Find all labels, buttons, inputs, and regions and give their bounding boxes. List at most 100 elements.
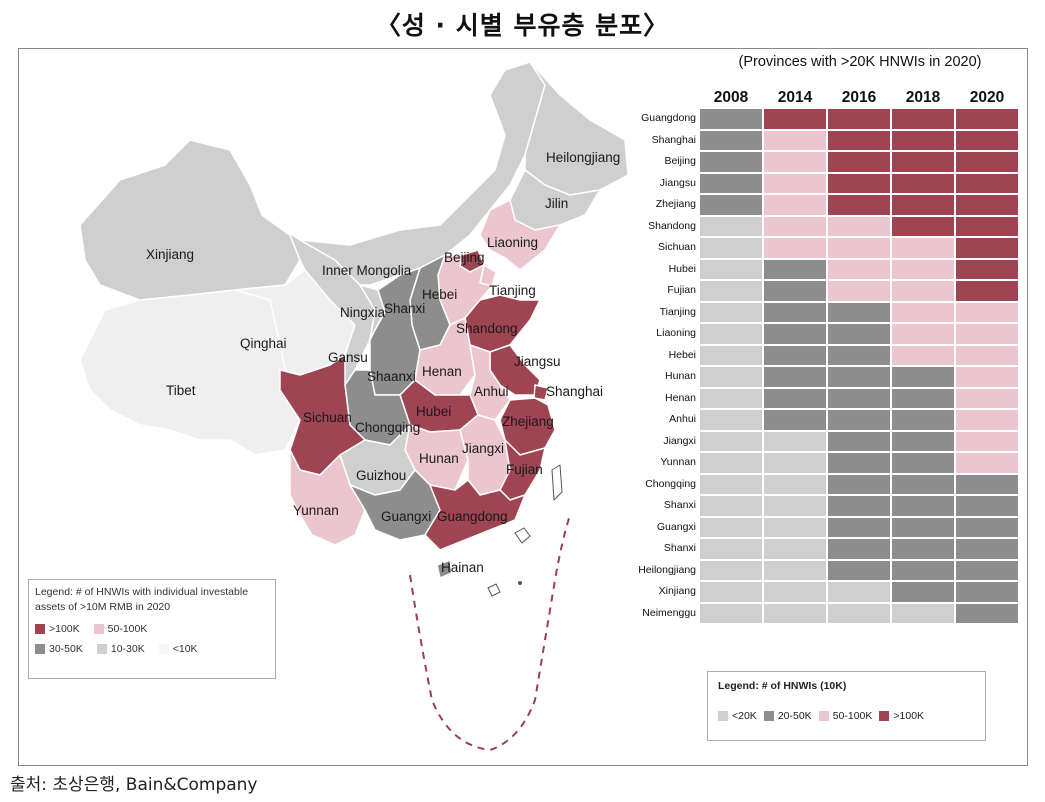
map-label-yunnan: Yunnan — [293, 503, 339, 518]
source-note: 출처: 초상은행, Bain&Company — [10, 775, 258, 795]
heatmap-row-label: Tianjing — [659, 305, 696, 318]
heatmap-cell — [700, 367, 762, 387]
heatmap-cell — [892, 238, 954, 258]
heatmap-row-label: Hubei — [668, 262, 696, 275]
heatmap-cell — [828, 603, 890, 623]
province-liaoning — [479, 199, 561, 271]
heatmap-cell — [700, 453, 762, 473]
heatmap-cell — [828, 582, 890, 602]
map-label-shandong: Shandong — [456, 321, 518, 336]
page-title: 〈성 · 시별 부유층 분포〉 — [375, 11, 670, 40]
heatmap-cell — [764, 259, 826, 279]
map-label-henan: Henan — [422, 364, 462, 379]
heatmap-cell — [956, 302, 1018, 322]
heatmap-cell — [700, 410, 762, 430]
heatmap-cell — [764, 195, 826, 215]
heatmap-cell — [764, 109, 826, 129]
heatmap-cell — [956, 238, 1018, 258]
heatmap-cell — [956, 431, 1018, 451]
heatmap-legend: Legend: # of HNWIs (10K) <20K 20-50K 50-… — [707, 671, 986, 741]
heatmap-cell — [764, 453, 826, 473]
heatmap-cell — [828, 259, 890, 279]
map-label-gansu: Gansu — [328, 350, 368, 365]
heatmap-row-label: Fujian — [667, 284, 696, 296]
heatmap-cell — [764, 152, 826, 172]
heatmap-cell — [700, 560, 762, 580]
heatmap-cell — [828, 474, 890, 494]
heatmap-cell — [956, 582, 1018, 602]
heatmap-cell — [700, 109, 762, 129]
heatmap-row-label: Heilongjiang — [638, 563, 696, 576]
heatmap-cell — [700, 216, 762, 236]
heatmap-cell — [828, 109, 890, 129]
maritime-boundary — [409, 514, 571, 752]
heatmap-row-label: Shanxi — [663, 499, 696, 511]
heatmap-cell — [764, 474, 826, 494]
heatmap-cell — [700, 130, 762, 150]
map-legend-item: 50-100K — [93, 623, 147, 635]
heatmap-cell — [764, 130, 826, 150]
heatmap-cell — [828, 345, 890, 365]
heatmap-cell — [700, 152, 762, 172]
heatmap-cell — [892, 453, 954, 473]
heatmap-cell — [892, 410, 954, 430]
heatmap-cell — [892, 152, 954, 172]
map-label-shaanxi: Shaanxi — [367, 369, 416, 384]
heatmap-row-label: Sichuan — [658, 241, 696, 253]
heatmap-cell — [700, 345, 762, 365]
heatmap-cell — [764, 431, 826, 451]
heatmap-subtitle: (Provinces with >20K HNWIs in 2020) — [738, 54, 982, 70]
map-label-qinghai: Qinghai — [240, 336, 287, 351]
map-label-anhui: Anhui — [474, 384, 509, 399]
heatmap-cell — [828, 152, 890, 172]
heatmap-cell — [828, 410, 890, 430]
heatmap-cell — [764, 582, 826, 602]
heatmap-cell — [956, 195, 1018, 215]
map-label-xinjiang: Xinjiang — [146, 247, 194, 262]
map-legend: Legend: # of HNWIs with individual inves… — [28, 579, 276, 679]
map-label-ningxia: Ningxia — [340, 305, 386, 320]
heatmap-cell — [764, 410, 826, 430]
heatmap-cell — [764, 238, 826, 258]
map-label-chongqing: Chongqing — [355, 420, 420, 435]
map-label-jiangxi: Jiangxi — [462, 441, 504, 456]
heatmap-cell — [700, 238, 762, 258]
heatmap-cell — [892, 496, 954, 516]
heatmap-cell — [956, 603, 1018, 623]
map-label-liaoning: Liaoning — [487, 235, 538, 250]
heatmap-cell — [828, 281, 890, 301]
heatmap-cell — [764, 281, 826, 301]
heatmap-cell — [892, 582, 954, 602]
heatmap-cell — [764, 517, 826, 537]
heatmap-row-label: Shandong — [648, 219, 696, 232]
heatmap-cell — [764, 173, 826, 193]
heatmap-cell — [700, 474, 762, 494]
heatmap-cell — [828, 367, 890, 387]
map-label-inner-mongolia: Inner Mongolia — [322, 263, 412, 278]
heatmap-cell — [700, 259, 762, 279]
island-marker — [487, 583, 501, 597]
heatmap-cell — [956, 152, 1018, 172]
heatmap-cell — [892, 388, 954, 408]
heatmap-row-label: Shanghai — [651, 133, 696, 146]
heatmap-row-label: Anhui — [669, 413, 696, 425]
map-label-beijing: Beijing — [444, 250, 485, 265]
heatmap-cell — [956, 109, 1018, 129]
heatmap-legend-item: 50-100K — [818, 710, 872, 722]
heatmap-cell — [764, 603, 826, 623]
heatmap-cell — [828, 216, 890, 236]
heatmap-cell — [828, 173, 890, 193]
map-label-guizhou: Guizhou — [356, 468, 406, 483]
heatmap-cell — [700, 388, 762, 408]
heatmap-cell — [700, 603, 762, 623]
heatmap-year-header: 2014 — [777, 89, 813, 106]
heatmap-cell — [956, 453, 1018, 473]
heatmap-cell — [828, 324, 890, 344]
heatmap-cell — [828, 302, 890, 322]
heatmap-cell — [828, 560, 890, 580]
map-label-heilongjiang: Heilongjiang — [546, 150, 620, 165]
map-label-hubei: Hubei — [416, 404, 451, 419]
map-label-tianjing: Tianjing — [489, 283, 536, 298]
map-label-tibet: Tibet — [166, 383, 196, 398]
